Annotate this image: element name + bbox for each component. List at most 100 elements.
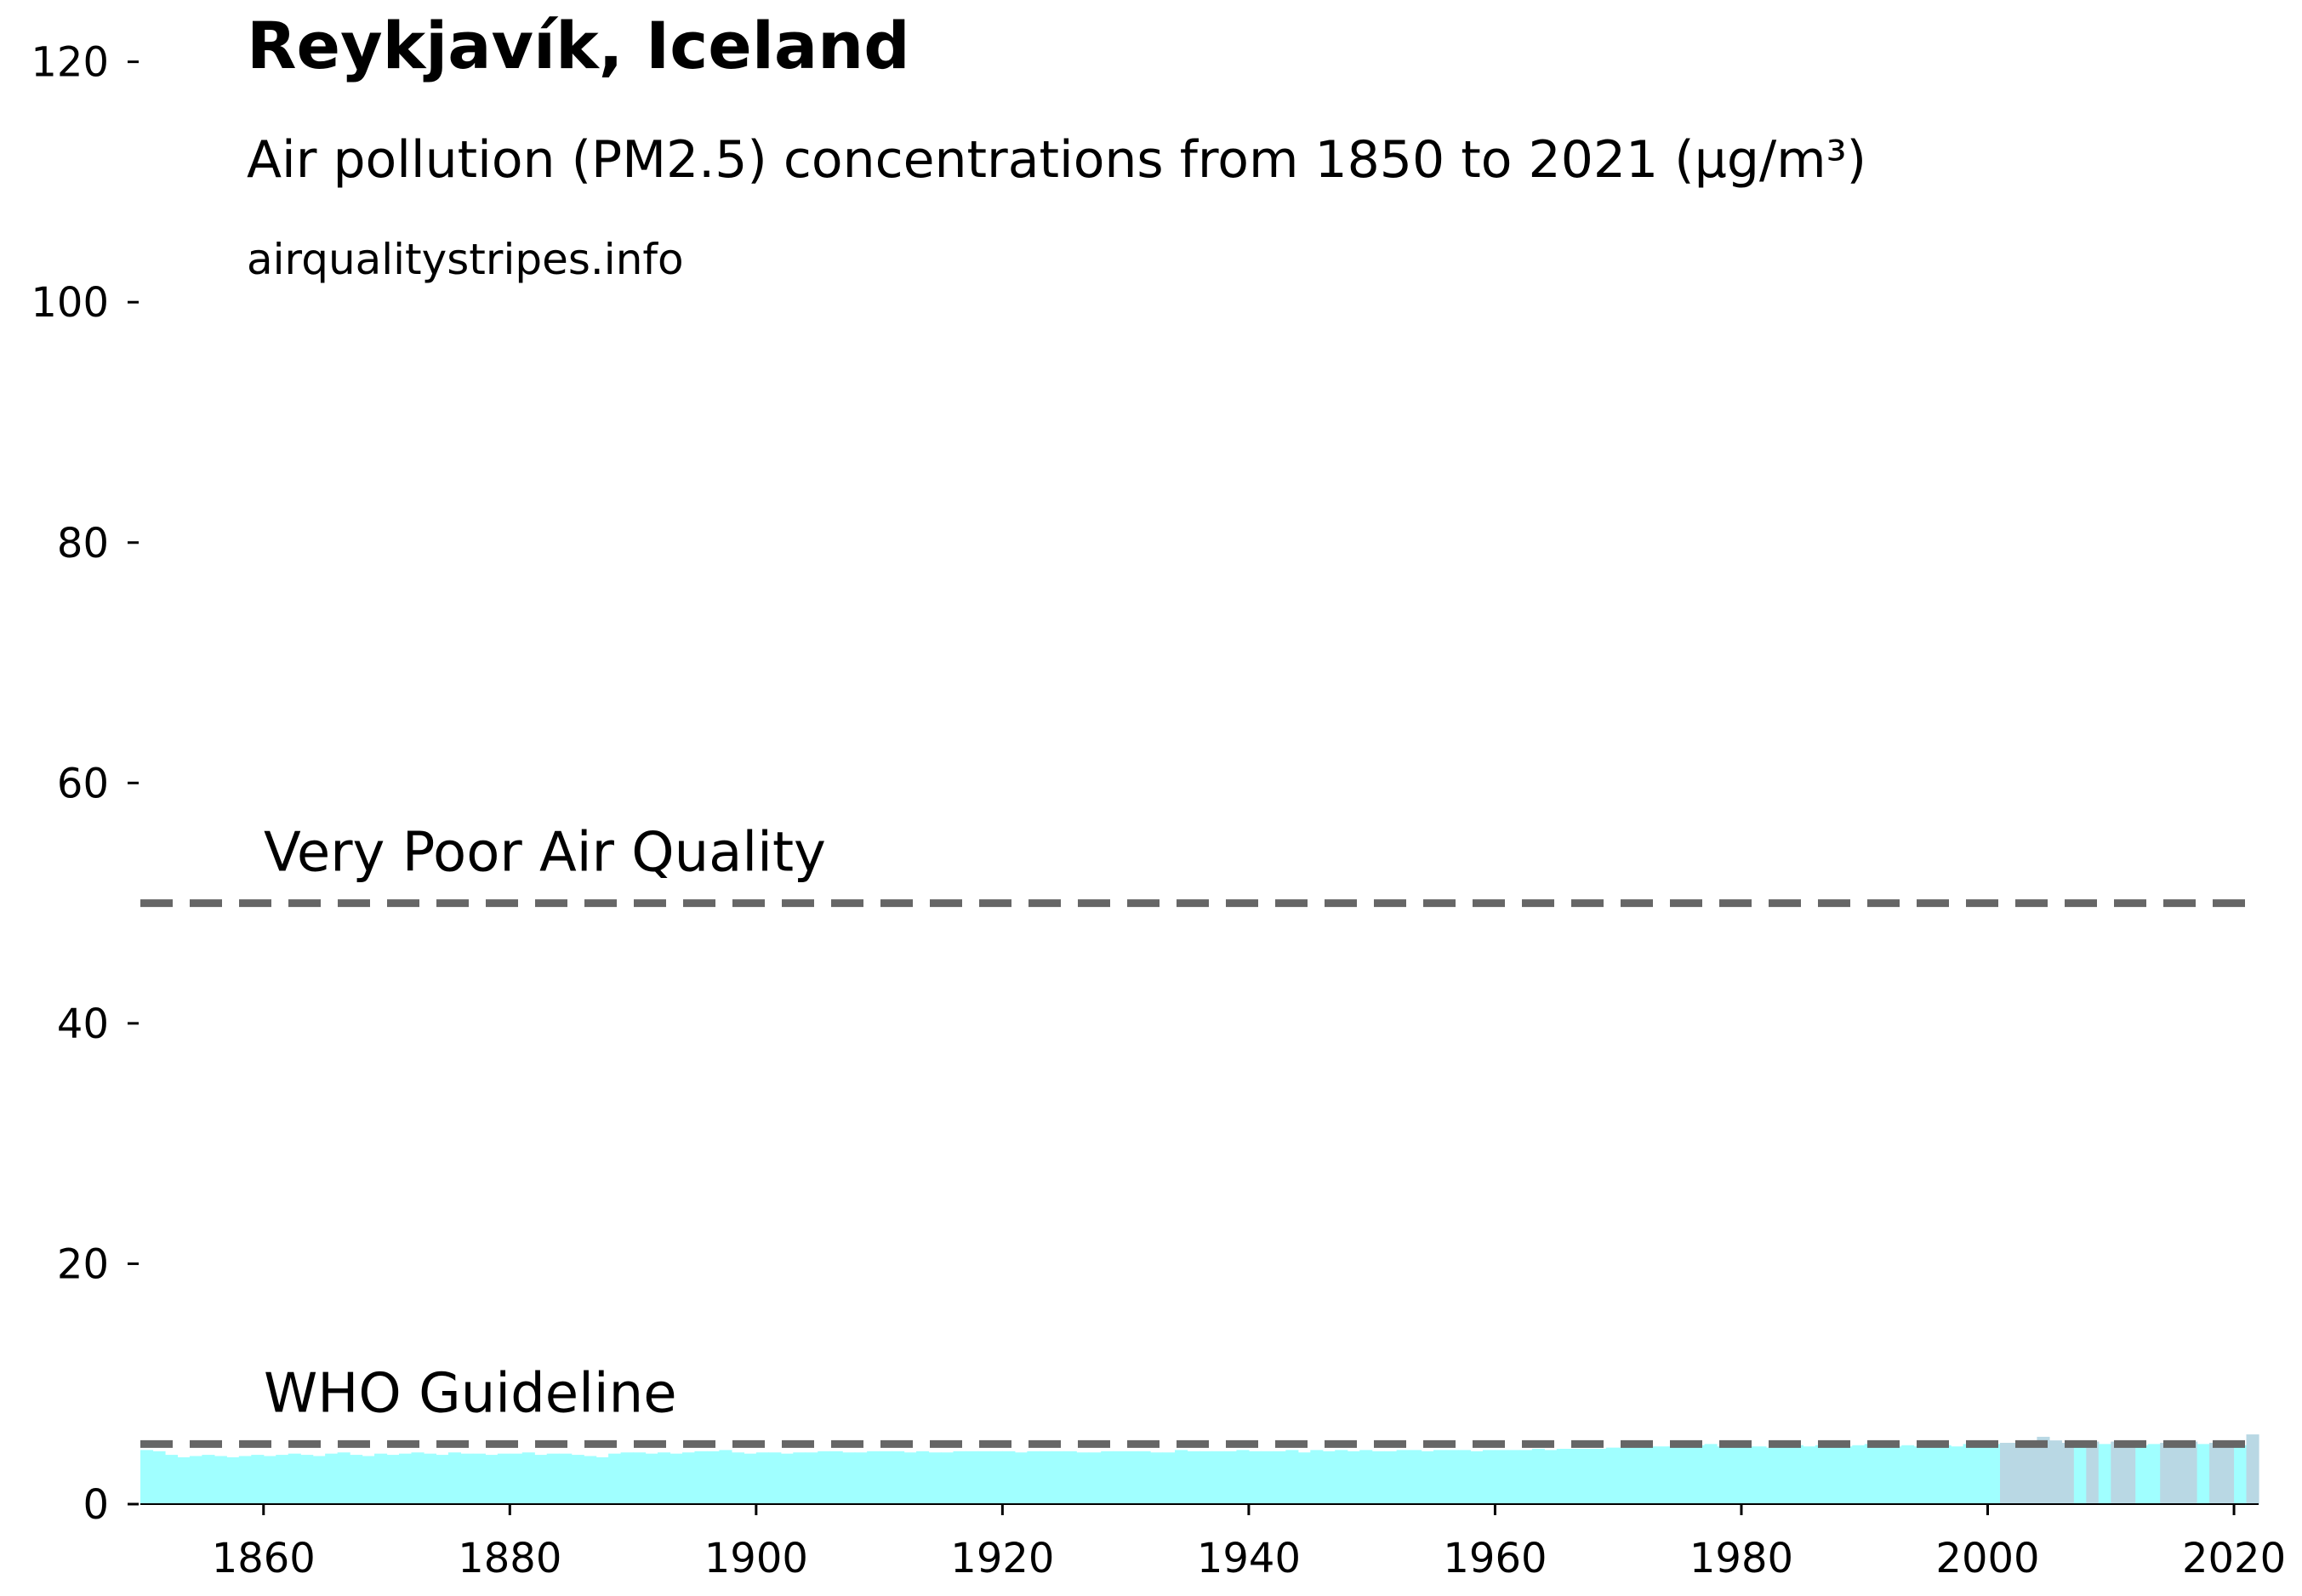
- bar-1870: [386, 1455, 400, 1504]
- bar-1876: [460, 1453, 474, 1504]
- y-tick-label-40: 40: [57, 1000, 109, 1048]
- bar-1960: [1495, 1450, 1508, 1504]
- bar-2010: [2111, 1441, 2124, 1504]
- bar-1887: [595, 1456, 609, 1504]
- bar-1940: [1248, 1451, 1262, 1504]
- bar-1948: [1347, 1451, 1360, 1504]
- y-tick-label-20: 20: [57, 1240, 109, 1288]
- bar-1911: [892, 1451, 905, 1504]
- bar-1903: [793, 1452, 806, 1504]
- bar-1872: [411, 1452, 425, 1504]
- bar-1902: [780, 1453, 794, 1504]
- bar-1972: [1643, 1446, 1656, 1504]
- x-tick-label-1880: 1880: [458, 1535, 561, 1582]
- bar-2000: [1987, 1444, 2001, 1504]
- bar-1950: [1371, 1451, 1385, 1504]
- bar-1860: [263, 1456, 276, 1504]
- bar-1935: [1187, 1451, 1200, 1504]
- bar-1904: [805, 1452, 818, 1504]
- bar-1963: [1531, 1449, 1545, 1504]
- bar-2008: [2086, 1441, 2100, 1504]
- bars-layer: [140, 1434, 2259, 1504]
- bar-1947: [1335, 1450, 1348, 1504]
- bar-1933: [1162, 1452, 1176, 1504]
- bar-1956: [1445, 1450, 1459, 1504]
- bar-2017: [2197, 1444, 2210, 1504]
- y-tick-label-100: 100: [31, 279, 109, 327]
- bar-1907: [842, 1452, 856, 1504]
- bar-1905: [818, 1451, 831, 1504]
- bar-1981: [1753, 1446, 1767, 1504]
- bar-2005: [2048, 1440, 2062, 1504]
- bar-1855: [202, 1455, 215, 1504]
- y-tick-label-120: 120: [31, 39, 109, 87]
- x-tick-label-1960: 1960: [1443, 1535, 1547, 1582]
- bar-1920: [1002, 1451, 1016, 1504]
- bar-2013: [2147, 1444, 2161, 1504]
- bar-1973: [1655, 1446, 1668, 1504]
- bar-1852: [164, 1455, 179, 1504]
- bar-1966: [1569, 1449, 1582, 1504]
- bar-2006: [2061, 1442, 2075, 1504]
- bar-1866: [337, 1452, 350, 1504]
- bar-1990: [1864, 1444, 1877, 1504]
- bar-1897: [719, 1450, 732, 1504]
- axes-layer: 0 20 40 60 80 100 120 1860 1880 1900 1920 1940 1960 1…: [31, 39, 2286, 1582]
- bar-1982: [1765, 1447, 1780, 1504]
- bar-1996: [1938, 1445, 1952, 1504]
- bar-1893: [670, 1453, 683, 1504]
- bar-1952: [1396, 1450, 1410, 1504]
- bar-1945: [1310, 1450, 1324, 1504]
- bar-1857: [226, 1456, 240, 1504]
- bar-1937: [1211, 1451, 1225, 1504]
- bar-1909: [867, 1451, 880, 1504]
- bar-1873: [423, 1453, 437, 1504]
- bar-1879: [497, 1453, 510, 1504]
- bar-1985: [1803, 1446, 1816, 1504]
- bar-1869: [374, 1453, 388, 1504]
- bar-1883: [546, 1453, 560, 1504]
- bar-1899: [744, 1453, 757, 1504]
- bar-1917: [965, 1451, 979, 1504]
- bar-1969: [1605, 1447, 1619, 1504]
- bar-1942: [1273, 1451, 1286, 1504]
- bar-1881: [521, 1452, 535, 1504]
- bar-1974: [1667, 1446, 1681, 1504]
- bar-1919: [989, 1451, 1003, 1504]
- bar-1989: [1852, 1445, 1866, 1504]
- bar-1959: [1482, 1450, 1496, 1504]
- bar-1906: [829, 1451, 843, 1504]
- bar-1953: [1409, 1450, 1422, 1504]
- bar-1984: [1790, 1445, 1803, 1504]
- bar-2019: [2221, 1441, 2235, 1504]
- bar-1886: [584, 1456, 597, 1504]
- bar-1864: [312, 1456, 326, 1504]
- bar-1921: [1014, 1452, 1028, 1504]
- bar-1859: [251, 1455, 265, 1504]
- bar-1955: [1433, 1450, 1447, 1504]
- bar-2011: [2123, 1442, 2136, 1504]
- bar-1929: [1113, 1451, 1126, 1504]
- bar-2020: [2234, 1445, 2248, 1504]
- bar-2016: [2185, 1441, 2198, 1504]
- bar-1900: [755, 1452, 769, 1504]
- bar-1939: [1236, 1450, 1250, 1504]
- bar-1854: [189, 1456, 202, 1504]
- bar-2009: [2098, 1444, 2111, 1504]
- bar-1967: [1581, 1449, 1594, 1504]
- bar-1983: [1778, 1446, 1792, 1504]
- bar-1913: [916, 1451, 930, 1504]
- bar-1865: [325, 1453, 339, 1504]
- bar-1962: [1519, 1450, 1533, 1504]
- bar-1988: [1839, 1446, 1853, 1504]
- bar-1970: [1618, 1447, 1632, 1504]
- bar-2002: [2012, 1442, 2026, 1504]
- bar-1880: [510, 1453, 523, 1504]
- bar-1918: [977, 1451, 991, 1504]
- bar-1957: [1458, 1450, 1472, 1504]
- bar-1941: [1261, 1451, 1274, 1504]
- bar-1975: [1679, 1444, 1693, 1504]
- bar-1978: [1717, 1446, 1730, 1504]
- bar-1979: [1729, 1444, 1742, 1504]
- bar-1856: [214, 1456, 227, 1504]
